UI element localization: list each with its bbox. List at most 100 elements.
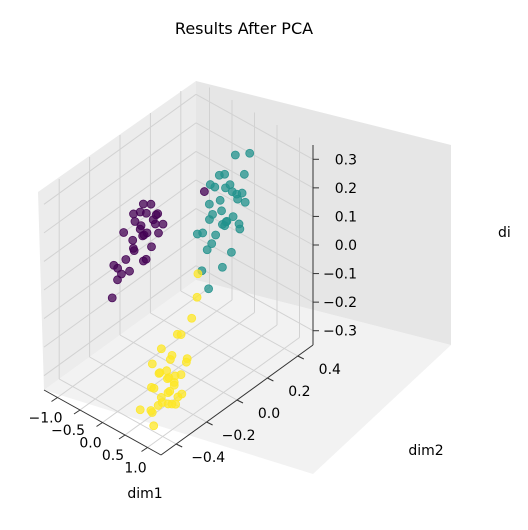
scatter-point-cluster-2 [204, 284, 214, 294]
z-gridline-left [43, 265, 197, 377]
y-tick-label: 0.4 [319, 362, 341, 378]
scatter-point-cluster-2 [214, 170, 224, 180]
scatter-point-cluster-1 [135, 207, 145, 217]
z-gridline-back [195, 208, 314, 275]
scatter-point-cluster-1 [107, 293, 117, 303]
z-gridline-back [195, 236, 314, 303]
scatter-point-cluster-1 [121, 255, 131, 264]
y-tick-label: −0.4 [191, 450, 225, 466]
y-tick-label: −0.2 [222, 428, 256, 444]
x-axis-line [43, 389, 162, 456]
z-gridline-left [43, 208, 197, 319]
scatter-point-cluster-2 [217, 206, 226, 216]
x-axis-label: dim1 [127, 486, 162, 502]
scatter-point-cluster-2 [235, 224, 245, 234]
scatter-point-cluster-3 [176, 330, 186, 339]
scatter-point-cluster-3 [135, 405, 145, 415]
z-tick-label: 0.0 [335, 238, 357, 254]
floor-pane [44, 280, 451, 474]
scatter-point-cluster-2 [192, 229, 202, 239]
scatter-point-cluster-2 [205, 180, 215, 189]
scatter-point-cluster-2 [230, 150, 240, 160]
left-wall-pane [38, 81, 196, 390]
z-gridline-back [195, 150, 314, 217]
x-tick-mark [141, 447, 148, 452]
scatter-point-cluster-3 [169, 380, 179, 390]
scatter-point-cluster-2 [202, 245, 212, 255]
y-gridline-floor [150, 312, 268, 379]
scatter-point-cluster-2 [220, 221, 230, 231]
scatter-point-cluster-3 [181, 357, 191, 367]
scatter-point-cluster-2 [228, 212, 238, 222]
scatter-point-cluster-3 [192, 292, 202, 302]
scatter-point-cluster-3 [165, 355, 175, 364]
scatter-point-cluster-2 [205, 215, 214, 224]
y-tick-mark [297, 355, 305, 360]
scatter-point-cluster-3 [176, 370, 186, 380]
scatter-point-cluster-2 [237, 188, 247, 198]
y-axis-label: dim2 [408, 443, 443, 459]
y-gridline-floor [119, 334, 238, 401]
scatter-point-cluster-1 [119, 228, 129, 237]
scatter-point-cluster-1 [117, 269, 126, 279]
scatter-point-cluster-3 [187, 313, 197, 323]
z-axis-label: di [498, 225, 511, 241]
scatter-point-cluster-1 [199, 187, 209, 196]
y-tick-mark [236, 399, 244, 404]
scatter-point-cluster-1 [154, 228, 163, 238]
y-gridline-floor [180, 290, 299, 357]
z-gridline-left [43, 93, 197, 205]
back-wall-pane [196, 81, 451, 345]
scatter-point-cluster-2 [239, 169, 249, 179]
z-tick-label: 0.2 [335, 181, 357, 197]
x-tick-mark [51, 397, 58, 402]
scatter-points [107, 148, 255, 431]
scatter-point-cluster-3 [146, 406, 156, 415]
z-tick-label: 0.1 [335, 209, 357, 225]
scatter-point-cluster-3 [153, 401, 163, 410]
x-tick-mark [73, 409, 81, 415]
x-tick-mark [118, 434, 126, 440]
scatter-point-cluster-2 [207, 239, 217, 249]
y-tick-label: 0.2 [288, 384, 310, 400]
scatter-point-cluster-3 [149, 383, 159, 393]
scatter-point-cluster-1 [153, 209, 163, 219]
z-gridline-left [43, 236, 197, 348]
scatter-point-cluster-1 [141, 254, 151, 264]
x-tick-label: −0.5 [51, 423, 85, 439]
scatter-point-cluster-1 [128, 243, 138, 253]
scatter-point-cluster-3 [173, 392, 183, 402]
scatter-point-cluster-1 [138, 231, 148, 241]
z-gridline-left [43, 122, 197, 234]
scatter-point-cluster-3 [163, 399, 173, 409]
y-tick-mark [267, 377, 274, 382]
scatter-point-cluster-1 [150, 219, 160, 229]
scatter-point-cluster-3 [165, 386, 175, 396]
scatter-point-cluster-2 [225, 180, 235, 190]
scatter-point-cluster-1 [130, 217, 140, 226]
x-tick-label: 0.5 [102, 448, 124, 464]
scatter-point-cluster-2 [217, 262, 227, 272]
scatter-point-cluster-2 [240, 197, 250, 207]
y-axis-line [160, 344, 314, 456]
x-tick-label: 1.0 [124, 461, 146, 477]
chart-title: Results After PCA [175, 19, 313, 38]
axis-lines [43, 145, 319, 456]
scatter-point-cluster-2 [226, 247, 236, 257]
z-gridline-back [195, 93, 314, 160]
scatter-point-cluster-2 [215, 195, 225, 205]
scatter-point-cluster-2 [211, 230, 221, 240]
y-tick-label: 0.0 [258, 406, 280, 422]
z-tick-label: −0.3 [323, 324, 357, 340]
z-tick-label: −0.1 [323, 267, 357, 283]
y-tick-mark [175, 443, 183, 448]
x-tick-label: −1.0 [29, 411, 63, 427]
z-tick-label: −0.2 [323, 295, 357, 311]
scatter-point-cluster-3 [163, 374, 172, 384]
z-gridline-left [43, 179, 197, 291]
scatter-point-cluster-2 [245, 148, 255, 158]
grid-lines [43, 87, 314, 448]
scatter-point-cluster-1 [125, 266, 134, 276]
scatter-point-cluster-1 [147, 242, 156, 252]
